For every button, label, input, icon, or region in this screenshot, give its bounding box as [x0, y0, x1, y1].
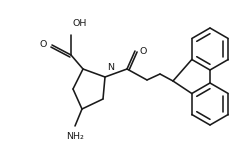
- Text: O: O: [40, 40, 47, 48]
- Text: NH₂: NH₂: [66, 132, 84, 141]
- Text: N: N: [106, 63, 114, 72]
- Text: O: O: [140, 46, 147, 56]
- Text: OH: OH: [73, 19, 87, 28]
